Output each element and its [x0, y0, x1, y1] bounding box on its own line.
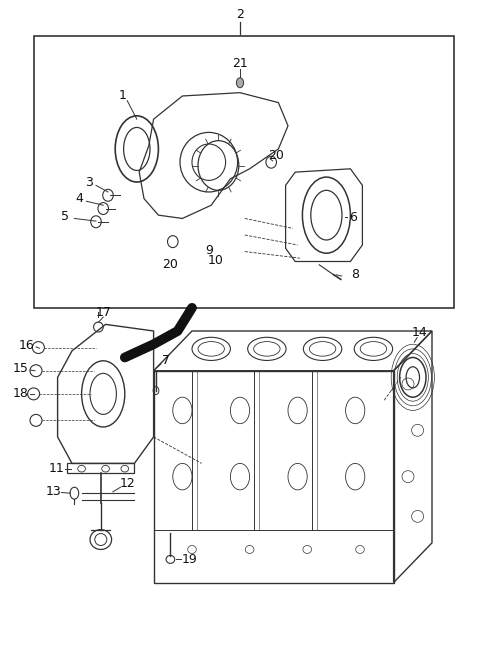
Text: 21: 21: [232, 57, 248, 70]
Text: 9: 9: [205, 244, 213, 257]
Text: 10: 10: [208, 254, 224, 267]
Text: 4: 4: [75, 192, 83, 205]
Text: 1: 1: [119, 89, 126, 103]
Text: 12: 12: [120, 477, 135, 490]
Text: 19: 19: [182, 553, 197, 566]
Text: 20: 20: [268, 149, 284, 162]
Text: 13: 13: [46, 485, 61, 498]
Text: 18: 18: [12, 387, 28, 401]
Text: 16: 16: [19, 339, 34, 352]
Text: 20: 20: [162, 258, 179, 271]
Text: 17: 17: [95, 306, 111, 319]
Text: 14: 14: [412, 326, 428, 340]
Text: 5: 5: [61, 210, 69, 223]
Text: 7: 7: [162, 354, 169, 367]
Text: 3: 3: [85, 175, 93, 189]
Text: 2: 2: [236, 8, 244, 21]
Text: 15: 15: [12, 362, 28, 375]
Text: 11: 11: [49, 461, 64, 475]
Text: 8: 8: [351, 268, 359, 281]
Bar: [34, 36, 454, 308]
Text: 6: 6: [349, 211, 357, 224]
Ellipse shape: [236, 78, 244, 88]
